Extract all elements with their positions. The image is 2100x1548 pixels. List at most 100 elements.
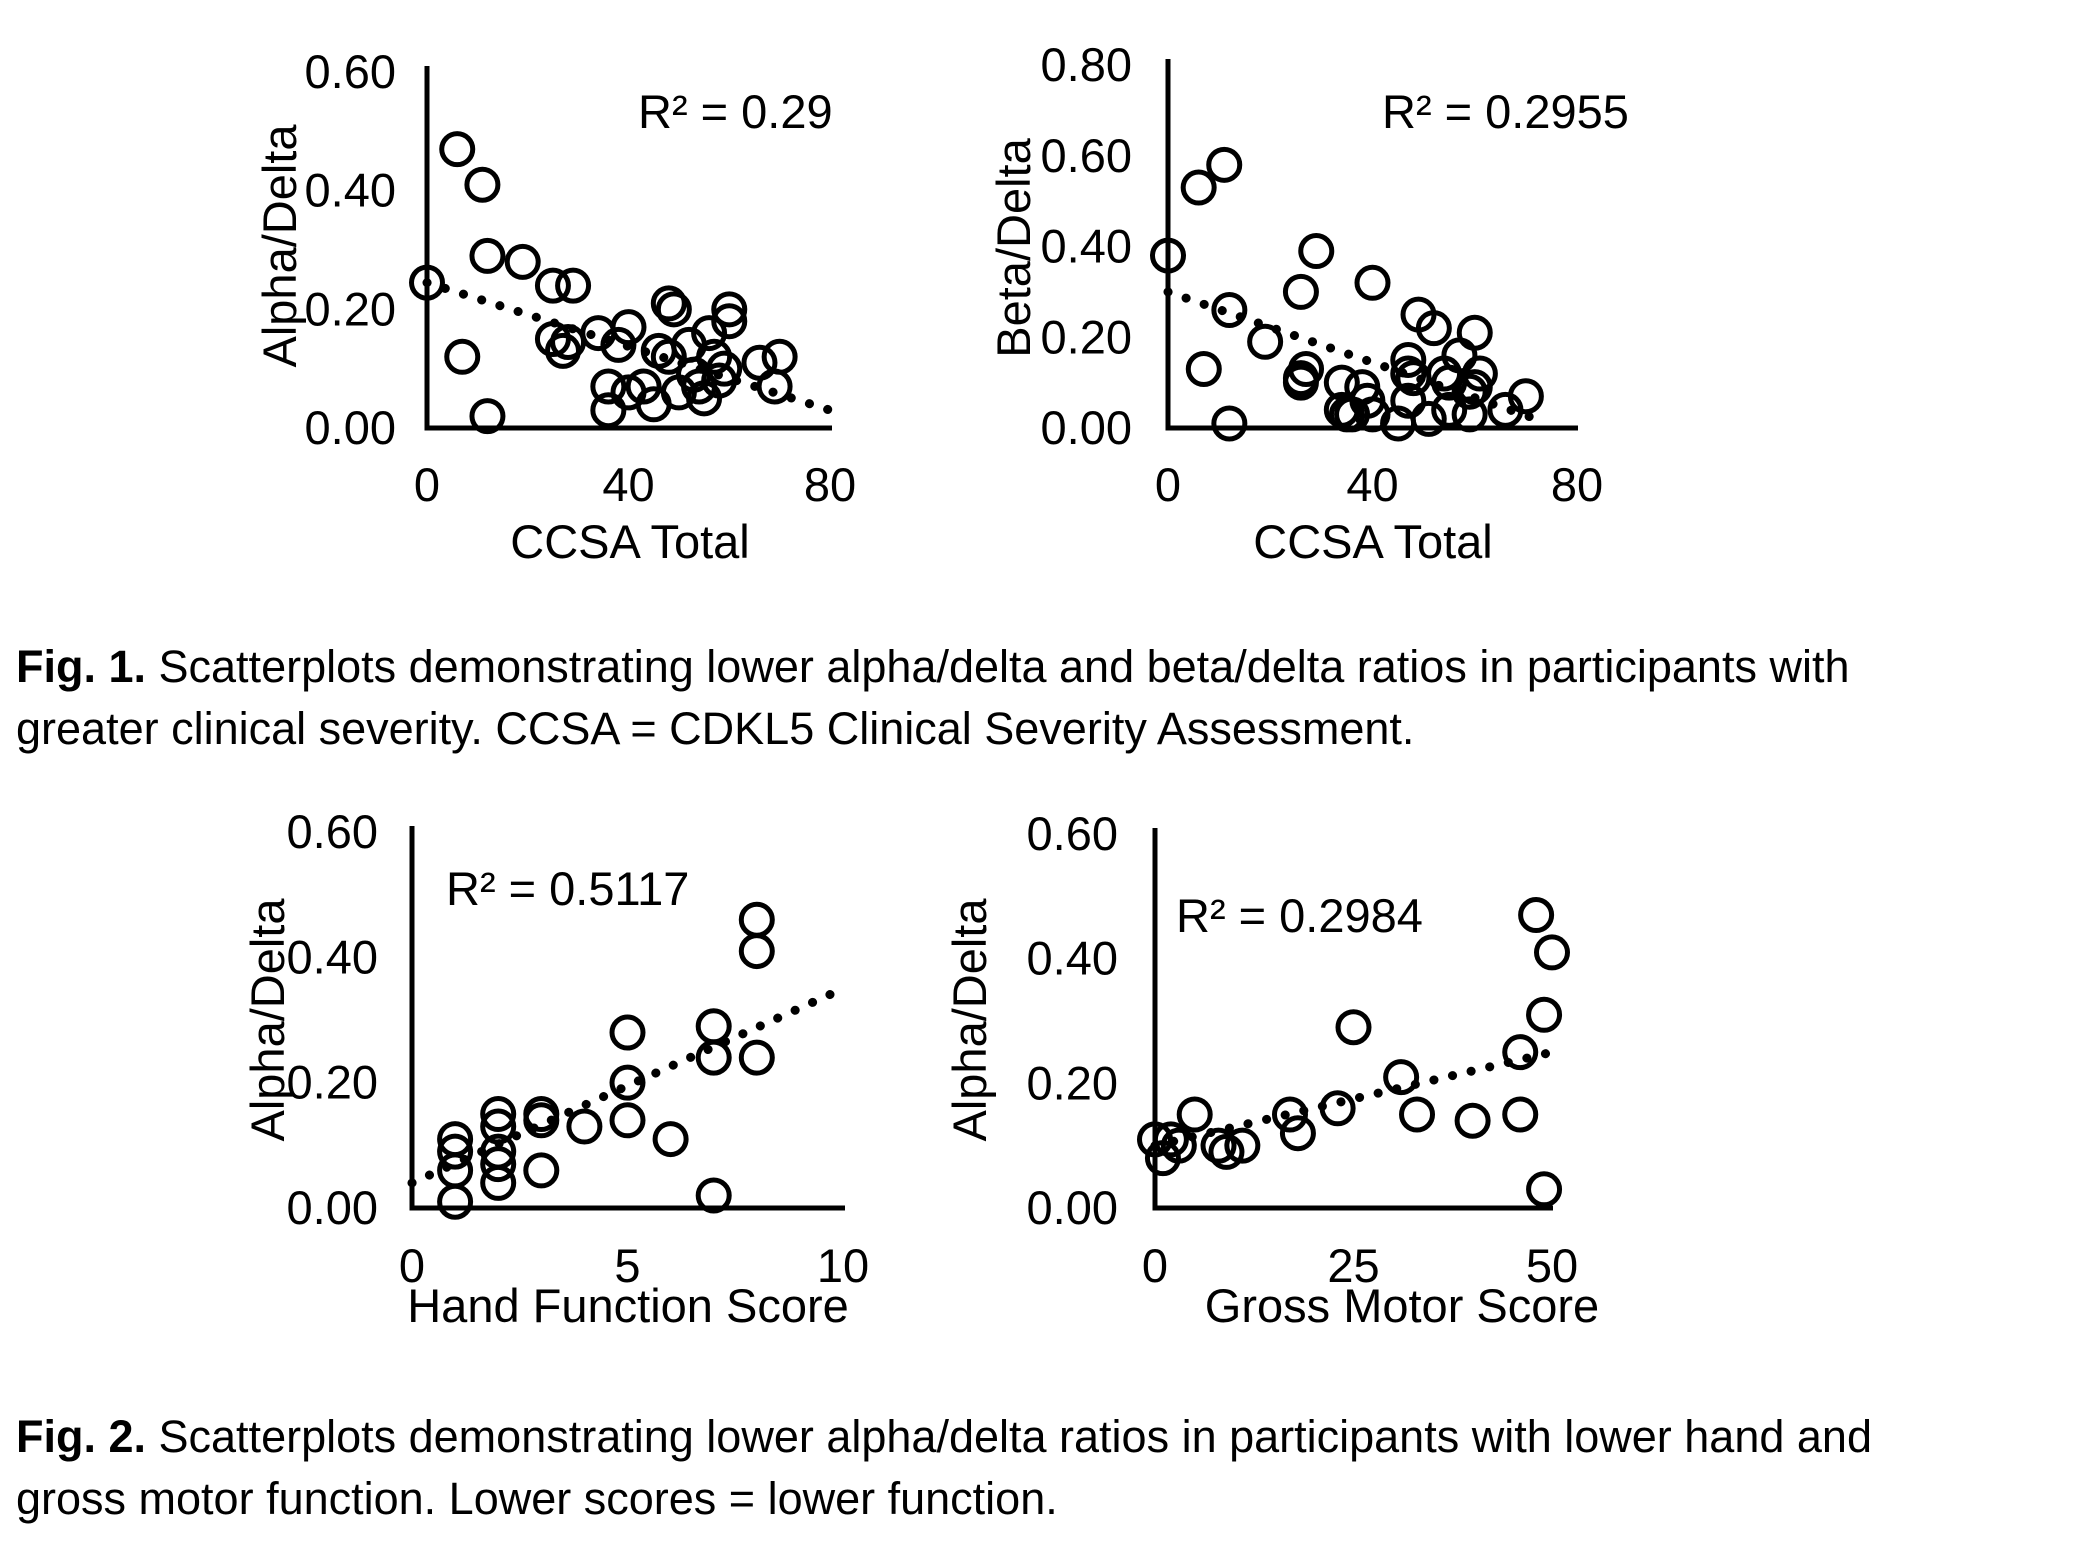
- data-point: [1137, 1121, 1173, 1158]
- data-point: [504, 243, 541, 280]
- data-point: [1152, 1121, 1189, 1158]
- y-tick-label: 0.20: [1027, 1056, 1118, 1109]
- data-point: [1518, 897, 1555, 934]
- data-point: [1206, 146, 1243, 183]
- data-point: [706, 350, 743, 387]
- data-point: [711, 303, 748, 340]
- y-tick-label: 0.00: [1027, 1181, 1118, 1234]
- data-point: [609, 1102, 646, 1139]
- trendline: [422, 278, 835, 415]
- data-point: [1185, 351, 1222, 388]
- data-point: [1211, 292, 1248, 329]
- fig1-caption-line1: Scatterplots demonstrating lower alpha/d…: [146, 641, 1850, 692]
- data-point: [695, 1177, 732, 1214]
- r-squared-label: R² = 0.5117: [446, 862, 689, 915]
- y-axis-title: Alpha/Delta: [241, 898, 294, 1142]
- data-point: [590, 392, 627, 429]
- fig1-caption-line2: greater clinical severity. CCSA = CDKL5 …: [16, 703, 1415, 754]
- data-point: [650, 338, 687, 375]
- data-point: [1160, 1127, 1197, 1164]
- data-point: [1298, 233, 1335, 270]
- y-tick-label: 0.40: [305, 164, 396, 217]
- fig2-caption: Fig. 2. Scatterplots demonstrating lower…: [16, 1406, 2092, 1530]
- r-squared-label: R² = 0.2955: [1382, 85, 1629, 138]
- r-squared-label: R² = 0.29: [638, 85, 833, 138]
- y-tick-label: 0.20: [1041, 310, 1132, 363]
- data-point: [1200, 1127, 1237, 1164]
- x-axis-title: Hand Function Score: [407, 1279, 849, 1332]
- data-point: [1383, 1059, 1420, 1096]
- data-point: [590, 368, 627, 405]
- data-point: [1526, 996, 1563, 1033]
- data-point: [1410, 400, 1447, 437]
- y-axis-title: Alpha/Delta: [943, 898, 996, 1142]
- fig2-caption-label: Fig. 2.: [16, 1411, 147, 1462]
- data-point: [1451, 373, 1488, 410]
- data-point: [1454, 1102, 1491, 1139]
- data-point: [523, 1102, 560, 1139]
- x-tick-label: 0: [399, 1239, 425, 1292]
- data-point: [1390, 355, 1427, 392]
- data-point: [469, 398, 506, 435]
- y-tick-label: 0.20: [287, 1056, 378, 1109]
- data-point: [609, 1014, 646, 1051]
- data-point: [1150, 237, 1186, 274]
- data-point: [1224, 1127, 1261, 1164]
- data-point: [439, 131, 476, 168]
- data-point: [738, 1039, 775, 1076]
- r-squared-label: R² = 0.2984: [1176, 889, 1423, 942]
- x-tick-label: 80: [804, 458, 856, 511]
- x-tick-label: 50: [1526, 1239, 1578, 1292]
- y-tick-label: 0.60: [1027, 807, 1118, 860]
- y-tick-label: 0.40: [287, 930, 378, 983]
- x-axis-title: CCSA Total: [1253, 515, 1492, 568]
- data-point: [650, 285, 687, 322]
- x-tick-label: 10: [817, 1239, 869, 1292]
- data-point: [761, 338, 798, 375]
- data-point: [1319, 1090, 1356, 1127]
- data-point: [437, 1133, 474, 1170]
- y-tick-label: 0.40: [1027, 932, 1118, 985]
- y-tick-label: 0.40: [1041, 220, 1132, 273]
- data-point: [655, 291, 692, 328]
- data-point: [409, 264, 445, 301]
- x-tick-label: 40: [1346, 458, 1398, 511]
- fig2-caption-line1: Scatterplots demonstrating lower alpha/d…: [146, 1411, 1872, 1462]
- y-axis-title: Beta/Delta: [987, 137, 1040, 357]
- data-point: [691, 315, 728, 352]
- y-axis-title: Alpha/Delta: [253, 124, 306, 368]
- data-point: [480, 1108, 517, 1145]
- data-point: [625, 368, 662, 405]
- data-point: [480, 1096, 517, 1132]
- data-point: [711, 291, 748, 328]
- data-point: [444, 338, 481, 375]
- y-tick-label: 0.60: [1041, 129, 1132, 182]
- chart-beta-delta-vs-ccsa-total: 0.00 0.20 0.40 0.60 0.80 0 40 80 Beta/Delta CCSA …: [987, 38, 1629, 568]
- data-point: [1279, 1115, 1316, 1152]
- y-tick-label: 0.80: [1041, 38, 1132, 91]
- data-point: [566, 1108, 603, 1145]
- x-tick-label: 0: [1142, 1239, 1168, 1292]
- x-axis-title: CCSA Total: [510, 515, 749, 568]
- chart-alpha-delta-vs-ccsa-total: 0.00 0.20 0.40 0.60 0 40 80 Alpha/Delta CCSA Tot…: [253, 45, 856, 568]
- data-point: [534, 267, 571, 304]
- data-point: [610, 309, 647, 346]
- data-point: [1247, 323, 1284, 360]
- fig1-caption: Fig. 1. Scatterplots demonstrating lower…: [16, 636, 2092, 760]
- data-point: [1180, 169, 1217, 206]
- trendline: [1150, 1047, 1557, 1151]
- x-tick-label: 40: [602, 458, 654, 511]
- data-point: [1431, 391, 1468, 428]
- y-tick-label: 0.00: [287, 1181, 378, 1234]
- fig2-caption-line2: gross motor function. Lower scores = low…: [16, 1473, 1058, 1524]
- y-tick-label: 0.00: [305, 401, 396, 454]
- data-point: [695, 1008, 732, 1045]
- data-point: [1451, 396, 1488, 433]
- data-point: [609, 1064, 646, 1101]
- data-point: [1176, 1096, 1213, 1133]
- data-point: [437, 1183, 474, 1220]
- chart-alpha-delta-vs-gross-motor: 0.00 0.20 0.40 0.60 0 25 50 Alpha/Delta Gross Mo…: [943, 807, 1599, 1332]
- data-point: [1415, 310, 1452, 347]
